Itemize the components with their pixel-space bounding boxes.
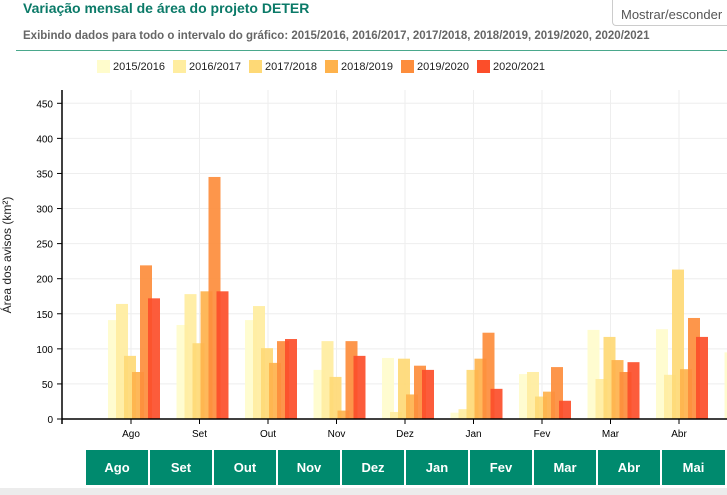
- legend-label: 2017/2018: [265, 60, 317, 73]
- bar-2020-2021-Dez: [422, 369, 434, 419]
- range-subtitle: Exibindo dados para todo o intervalo do …: [23, 30, 650, 42]
- horizontal-scrollbar[interactable]: [0, 488, 727, 495]
- bar-2018-2019-Nov: [337, 410, 350, 419]
- x-tick-label: Mar: [602, 429, 620, 440]
- legend-item[interactable]: 2017/2018: [249, 60, 317, 73]
- y-tick-label: 450: [36, 99, 53, 110]
- y-tick-label: 150: [36, 310, 53, 321]
- y-tick-label: 200: [36, 275, 53, 286]
- x-tick-label: Jan: [465, 429, 481, 440]
- x-tick-label: Fev: [534, 429, 551, 440]
- legend-item[interactable]: 2016/2017: [173, 60, 241, 73]
- month-button-mar[interactable]: Mar: [534, 450, 596, 485]
- y-tick-label: 300: [36, 205, 53, 216]
- legend-swatch: [401, 60, 414, 73]
- month-button-abr[interactable]: Abr: [598, 450, 660, 485]
- bar-2015-2016-Jan: [450, 412, 463, 419]
- month-button-fev[interactable]: Fev: [470, 450, 532, 485]
- legend-label: 2020/2021: [493, 60, 545, 73]
- legend-swatch: [97, 60, 110, 73]
- month-button-ago[interactable]: Ago: [86, 450, 148, 485]
- month-button-set[interactable]: Set: [150, 450, 212, 485]
- bar-2020-2021-Ago: [148, 298, 160, 419]
- bar-2020-2021-Fev: [559, 400, 571, 419]
- y-tick-label: 0: [47, 415, 53, 426]
- bar-2016-2017-Jan: [458, 409, 471, 419]
- legend-swatch: [477, 60, 490, 73]
- bar-2016-2017-Dez: [390, 411, 402, 419]
- bar-2020-2021-Nov: [353, 355, 366, 419]
- bar-2017-2018-Nov: [329, 376, 342, 419]
- bar-2015-2016-Dez: [382, 357, 394, 419]
- x-tick-label: Set: [192, 429, 207, 440]
- legend-label: 2016/2017: [189, 60, 241, 73]
- y-tick-label: 400: [36, 134, 53, 145]
- month-button-out[interactable]: Out: [214, 450, 276, 485]
- legend-item[interactable]: 2020/2021: [477, 60, 545, 73]
- bar-2020-2021-Mar: [627, 362, 640, 419]
- x-tick-label: Ago: [122, 429, 140, 440]
- month-button-jan[interactable]: Jan: [406, 450, 468, 485]
- y-tick-label: 350: [36, 169, 53, 180]
- legend-swatch: [325, 60, 338, 73]
- legend-swatch: [249, 60, 262, 73]
- legend-item[interactable]: 2019/2020: [401, 60, 469, 73]
- divider: [16, 50, 727, 51]
- y-tick-label: 50: [42, 380, 54, 391]
- bar-2020-2021-Set: [216, 291, 229, 419]
- chart-legend: 2015/2016 2016/2017 2017/2018 2018/2019 2019…: [97, 60, 553, 73]
- x-tick-label: Dez: [396, 429, 414, 440]
- month-button-bar: Ago Set Out Nov Dez Jan Fev Mar Abr Mai: [86, 450, 727, 485]
- x-tick-label: Abr: [671, 429, 687, 440]
- bar-2020-2021-Abr: [696, 336, 708, 419]
- y-tick-label: 250: [36, 240, 53, 251]
- page-title: Variação mensal de área do projeto DETER: [23, 0, 310, 16]
- x-tick-label: Nov: [328, 429, 346, 440]
- bar-chart: 0 50 100 150 200 250 300 350 400 450 Ago Set Out Nov D…: [0, 90, 727, 440]
- legend-item[interactable]: 2015/2016: [97, 60, 165, 73]
- month-button-nov[interactable]: Nov: [278, 450, 340, 485]
- legend-label: 2019/2020: [417, 60, 469, 73]
- x-tick-label: Out: [260, 429, 276, 440]
- bar-2015-2016-Mai: [724, 352, 727, 419]
- month-button-dez[interactable]: Dez: [342, 450, 404, 485]
- bar-2020-2021-Jan: [490, 388, 503, 419]
- y-tick-label: 100: [36, 345, 53, 356]
- bar-2020-2021-Out: [285, 339, 297, 419]
- legend-item[interactable]: 2018/2019: [325, 60, 393, 73]
- show-hide-dropdown[interactable]: Mostrar/esconder: [612, 0, 727, 26]
- legend-swatch: [173, 60, 186, 73]
- legend-label: 2015/2016: [113, 60, 165, 73]
- y-axis-label: Área dos avisos (km²): [0, 197, 14, 314]
- month-button-mai[interactable]: Mai: [662, 450, 725, 485]
- legend-label: 2018/2019: [341, 60, 393, 73]
